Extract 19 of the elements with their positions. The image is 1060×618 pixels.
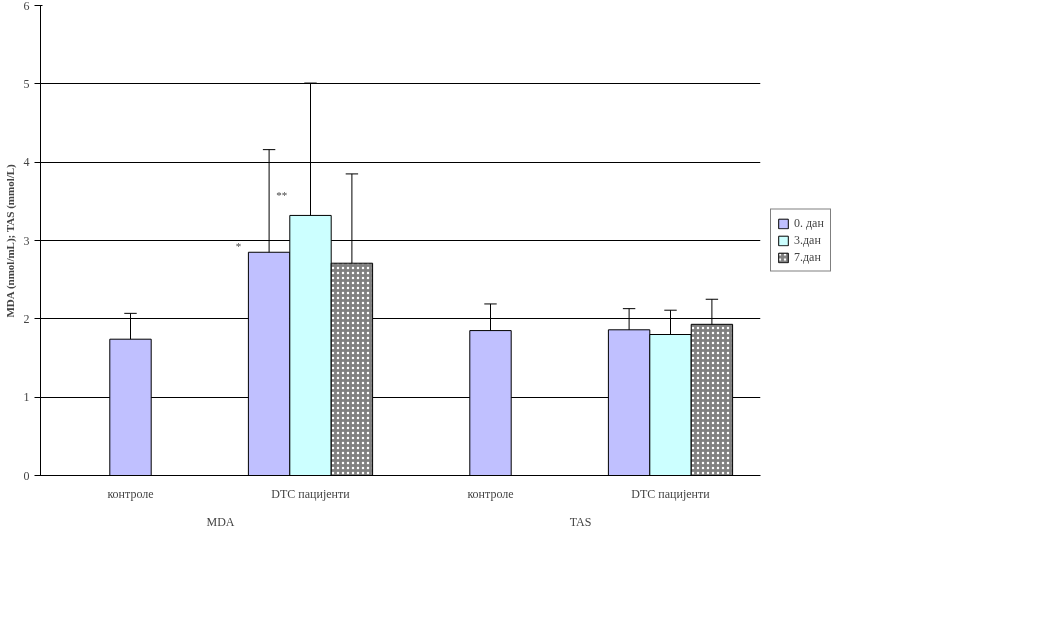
x-tick-label: контроле — [107, 486, 154, 501]
y-tick-label: 4 — [23, 155, 30, 170]
y-tick-label: 5 — [23, 76, 30, 91]
text: MDA — [206, 514, 235, 529]
text: TAS — [569, 514, 592, 529]
legend-label: 3.дан — [794, 232, 821, 248]
x-tick-label: контроле — [467, 486, 514, 501]
annotation: ** — [276, 189, 288, 202]
y-tick-label: 2 — [23, 311, 30, 326]
x-tick-label: DTC пацијенти — [271, 486, 351, 501]
legend-label: 0. дан — [794, 215, 824, 231]
y-tick-label: 3 — [23, 233, 30, 248]
x-tick-label: DTC пацијенти — [631, 486, 711, 501]
y-tick-label: 1 — [23, 390, 30, 405]
annotation: * — [235, 240, 242, 253]
y-tick-label: 0 — [23, 468, 30, 483]
y-tick-label: 6 — [23, 0, 30, 13]
y-axis-title: MDA (nmol/mL); TAS (mmol/L) — [3, 163, 17, 318]
legend-label: 7.дан — [794, 249, 821, 265]
